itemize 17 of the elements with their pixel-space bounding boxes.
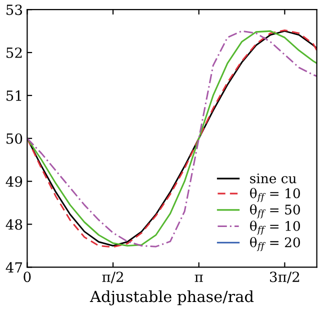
legend-label: sine cu (250, 173, 296, 184)
x-axis-title: Adjustable phase/rad (90, 290, 254, 306)
legend-label: θ$_{ff}$ = 10 (250, 220, 300, 235)
x-tick-label: π (194, 274, 203, 282)
y-tick-label: 49 (6, 176, 22, 187)
y-tick-label: 51 (6, 90, 22, 101)
legend-label: θ$_{ff}$ = 50 (250, 204, 300, 218)
y-tick-label: 52 (6, 48, 22, 58)
x-tick-label: π/2 (102, 272, 123, 284)
y-tick-label: 50 (6, 133, 22, 144)
x-tick-label: 0 (24, 272, 31, 282)
y-tick-label: 48 (6, 219, 22, 230)
legend-label: θ$_{ff}$ = 20 (250, 236, 300, 252)
x-tick-label: 3π/2 (270, 272, 300, 284)
legend-label: θ$_{ff}$ = 10 (250, 188, 300, 202)
y-tick-label: 53 (6, 4, 22, 16)
y-tick-label: 47 (6, 262, 22, 272)
